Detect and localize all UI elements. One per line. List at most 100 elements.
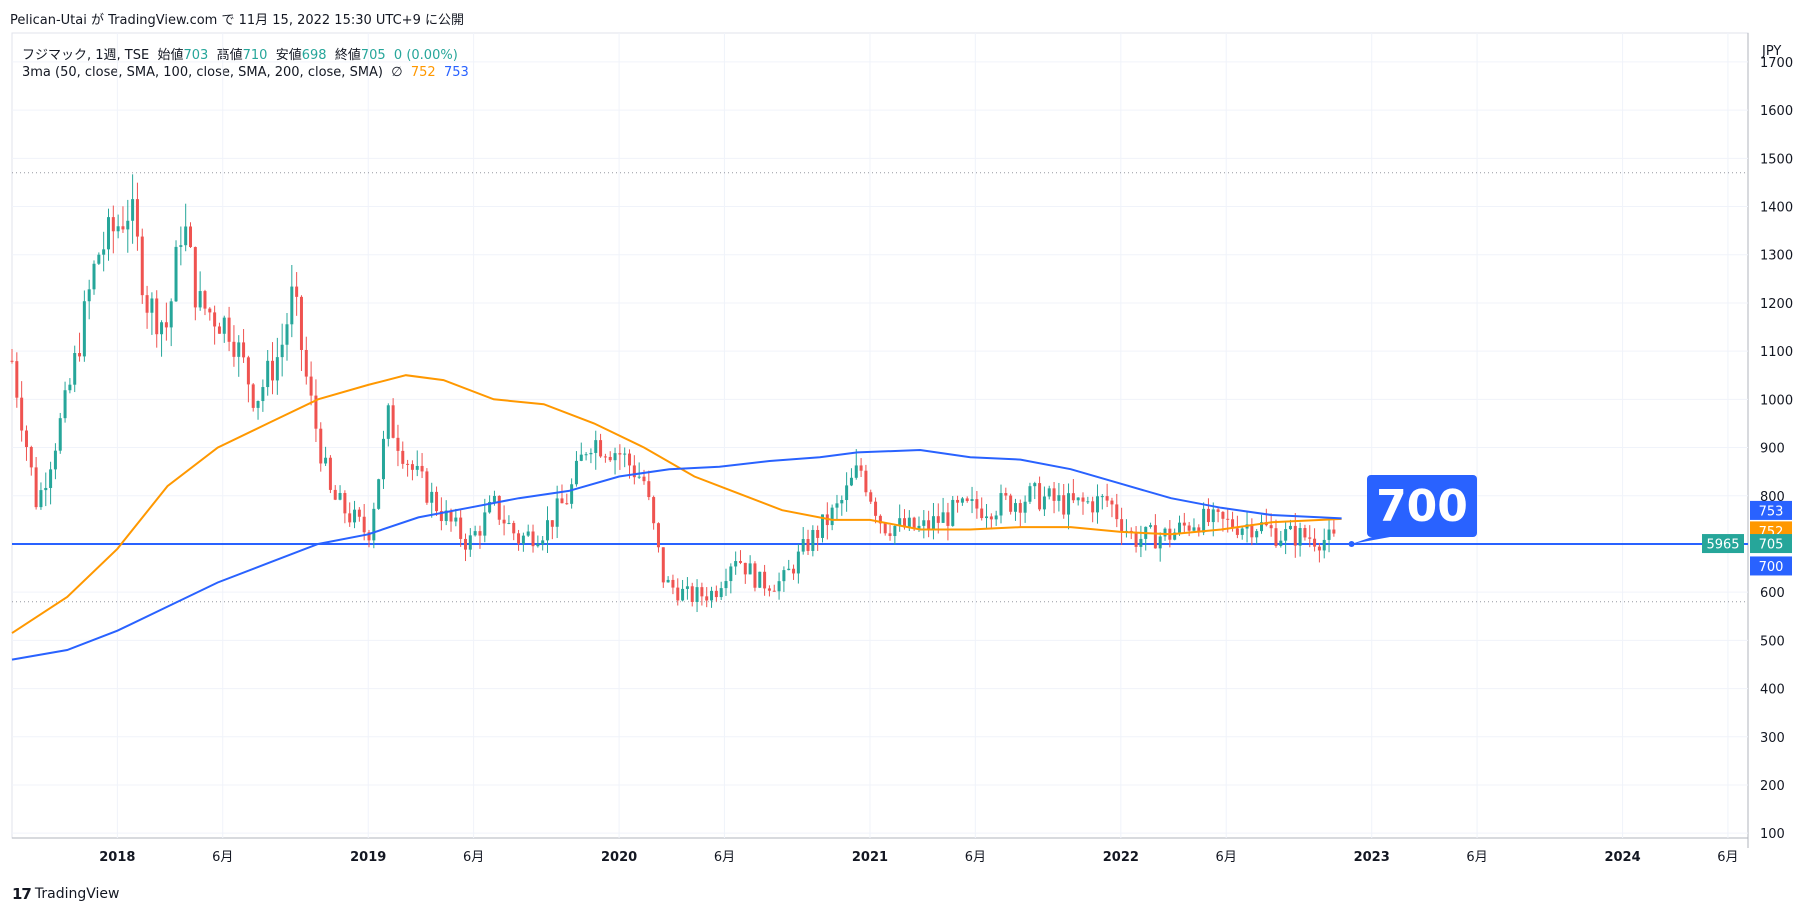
candle-body: [1153, 525, 1157, 549]
price-chart[interactable]: 1002003004005006007008009001000110012001…: [0, 0, 1817, 870]
candle-body: [565, 503, 569, 505]
candle-body: [217, 326, 221, 334]
candle-body: [845, 485, 849, 501]
ma100-line: [11, 374, 1342, 634]
candle-body: [169, 301, 173, 328]
candle-body: [10, 360, 14, 362]
candle-body: [430, 491, 434, 503]
change-value: 0 (0.00%): [393, 48, 458, 63]
candle-body: [1303, 528, 1307, 538]
candle-body: [34, 467, 38, 508]
candle-body: [150, 298, 154, 313]
candle-body: [242, 342, 246, 358]
candle-body: [401, 450, 405, 464]
candle-body: [160, 322, 164, 335]
candle-body: [198, 291, 202, 308]
publish-info: Pelican-Utai が TradingView.com で 11月 15,…: [10, 13, 464, 28]
candle-body: [304, 349, 308, 377]
indicator-null-icon: ∅: [391, 65, 403, 80]
candle-body: [1293, 525, 1297, 546]
candle-body: [541, 540, 545, 545]
candle-body: [931, 516, 935, 529]
line-tag-text: 700: [1759, 560, 1784, 575]
candle-body: [24, 430, 28, 448]
x-tick-label: 6月: [714, 850, 735, 865]
candle-body: [116, 226, 120, 232]
y-tick-label: 1400: [1760, 201, 1793, 216]
candle-body: [189, 226, 193, 248]
candle-body: [184, 226, 188, 246]
candle-body: [483, 512, 487, 536]
candle-body: [386, 405, 390, 439]
candle-body: [888, 533, 892, 537]
y-tick-label: 1500: [1760, 152, 1793, 167]
y-tick-label: 100: [1760, 827, 1785, 842]
candle-body: [767, 588, 771, 591]
candle-body: [492, 495, 496, 502]
x-tick-label: 2023: [1354, 850, 1390, 865]
x-tick-label: 2021: [852, 850, 888, 865]
candle-body: [671, 579, 675, 588]
y-tick-label: 900: [1760, 442, 1785, 457]
candle-body: [719, 588, 723, 598]
close-tag: [1750, 534, 1792, 554]
candle-body: [1042, 496, 1046, 510]
candle-body: [410, 464, 414, 470]
candle-body: [1269, 525, 1273, 529]
candle-body: [1226, 518, 1230, 520]
candle-body: [396, 437, 400, 451]
candle-body: [1013, 503, 1017, 512]
indicator-name[interactable]: 3ma (50, close, SMA, 100, close, SMA, 20…: [22, 65, 383, 80]
candle-body: [685, 586, 689, 589]
candle-body: [1260, 522, 1264, 532]
candle-body: [391, 405, 395, 438]
candle-body: [237, 342, 241, 357]
candle-body: [280, 344, 284, 358]
candle-body: [912, 517, 916, 530]
candle-body: [1317, 546, 1321, 551]
candle-body: [521, 535, 525, 544]
candle-body: [29, 447, 33, 468]
candle-body: [1149, 525, 1153, 527]
candle-body: [787, 568, 791, 571]
candle-body: [208, 308, 212, 313]
candle-body: [497, 495, 501, 520]
candle-body: [140, 236, 144, 296]
candle-body: [883, 523, 887, 534]
candle-body: [53, 450, 57, 470]
footer-brand[interactable]: 17 TradingView: [12, 885, 119, 903]
candle-body: [748, 563, 752, 575]
ma100-legend-value: 752: [410, 65, 436, 80]
candle-body: [603, 456, 607, 458]
candle-body: [763, 571, 767, 589]
candle-body: [599, 440, 603, 457]
candle-body: [1274, 528, 1278, 546]
candle-body: [87, 289, 91, 302]
candle-body: [1332, 529, 1336, 534]
candle-body: [145, 295, 149, 313]
candle-body: [777, 581, 781, 592]
candle-body: [1139, 538, 1143, 547]
candle-body: [869, 492, 873, 502]
candle-body: [121, 226, 125, 230]
candle-body: [1091, 501, 1095, 513]
candle-body: [463, 538, 467, 550]
candle-body: [623, 453, 627, 455]
candle-body: [927, 520, 931, 529]
candle-body: [126, 220, 130, 230]
candle-body: [1134, 532, 1138, 547]
candle-body: [1071, 493, 1075, 501]
candle-body: [15, 361, 19, 398]
brand-name: TradingView: [34, 886, 120, 902]
candle-body: [898, 518, 902, 526]
candle-body: [608, 456, 612, 461]
indicator-legend: 3ma (50, close, SMA, 100, close, SMA, 20…: [22, 65, 469, 80]
candle-body: [1023, 501, 1027, 513]
x-tick-label: 2019: [350, 850, 386, 865]
candle-body: [960, 498, 964, 503]
candle-body: [1018, 503, 1022, 513]
candle-body: [517, 533, 521, 544]
candle-body: [251, 384, 255, 408]
candle-body: [555, 498, 559, 527]
candle-body: [550, 520, 554, 527]
